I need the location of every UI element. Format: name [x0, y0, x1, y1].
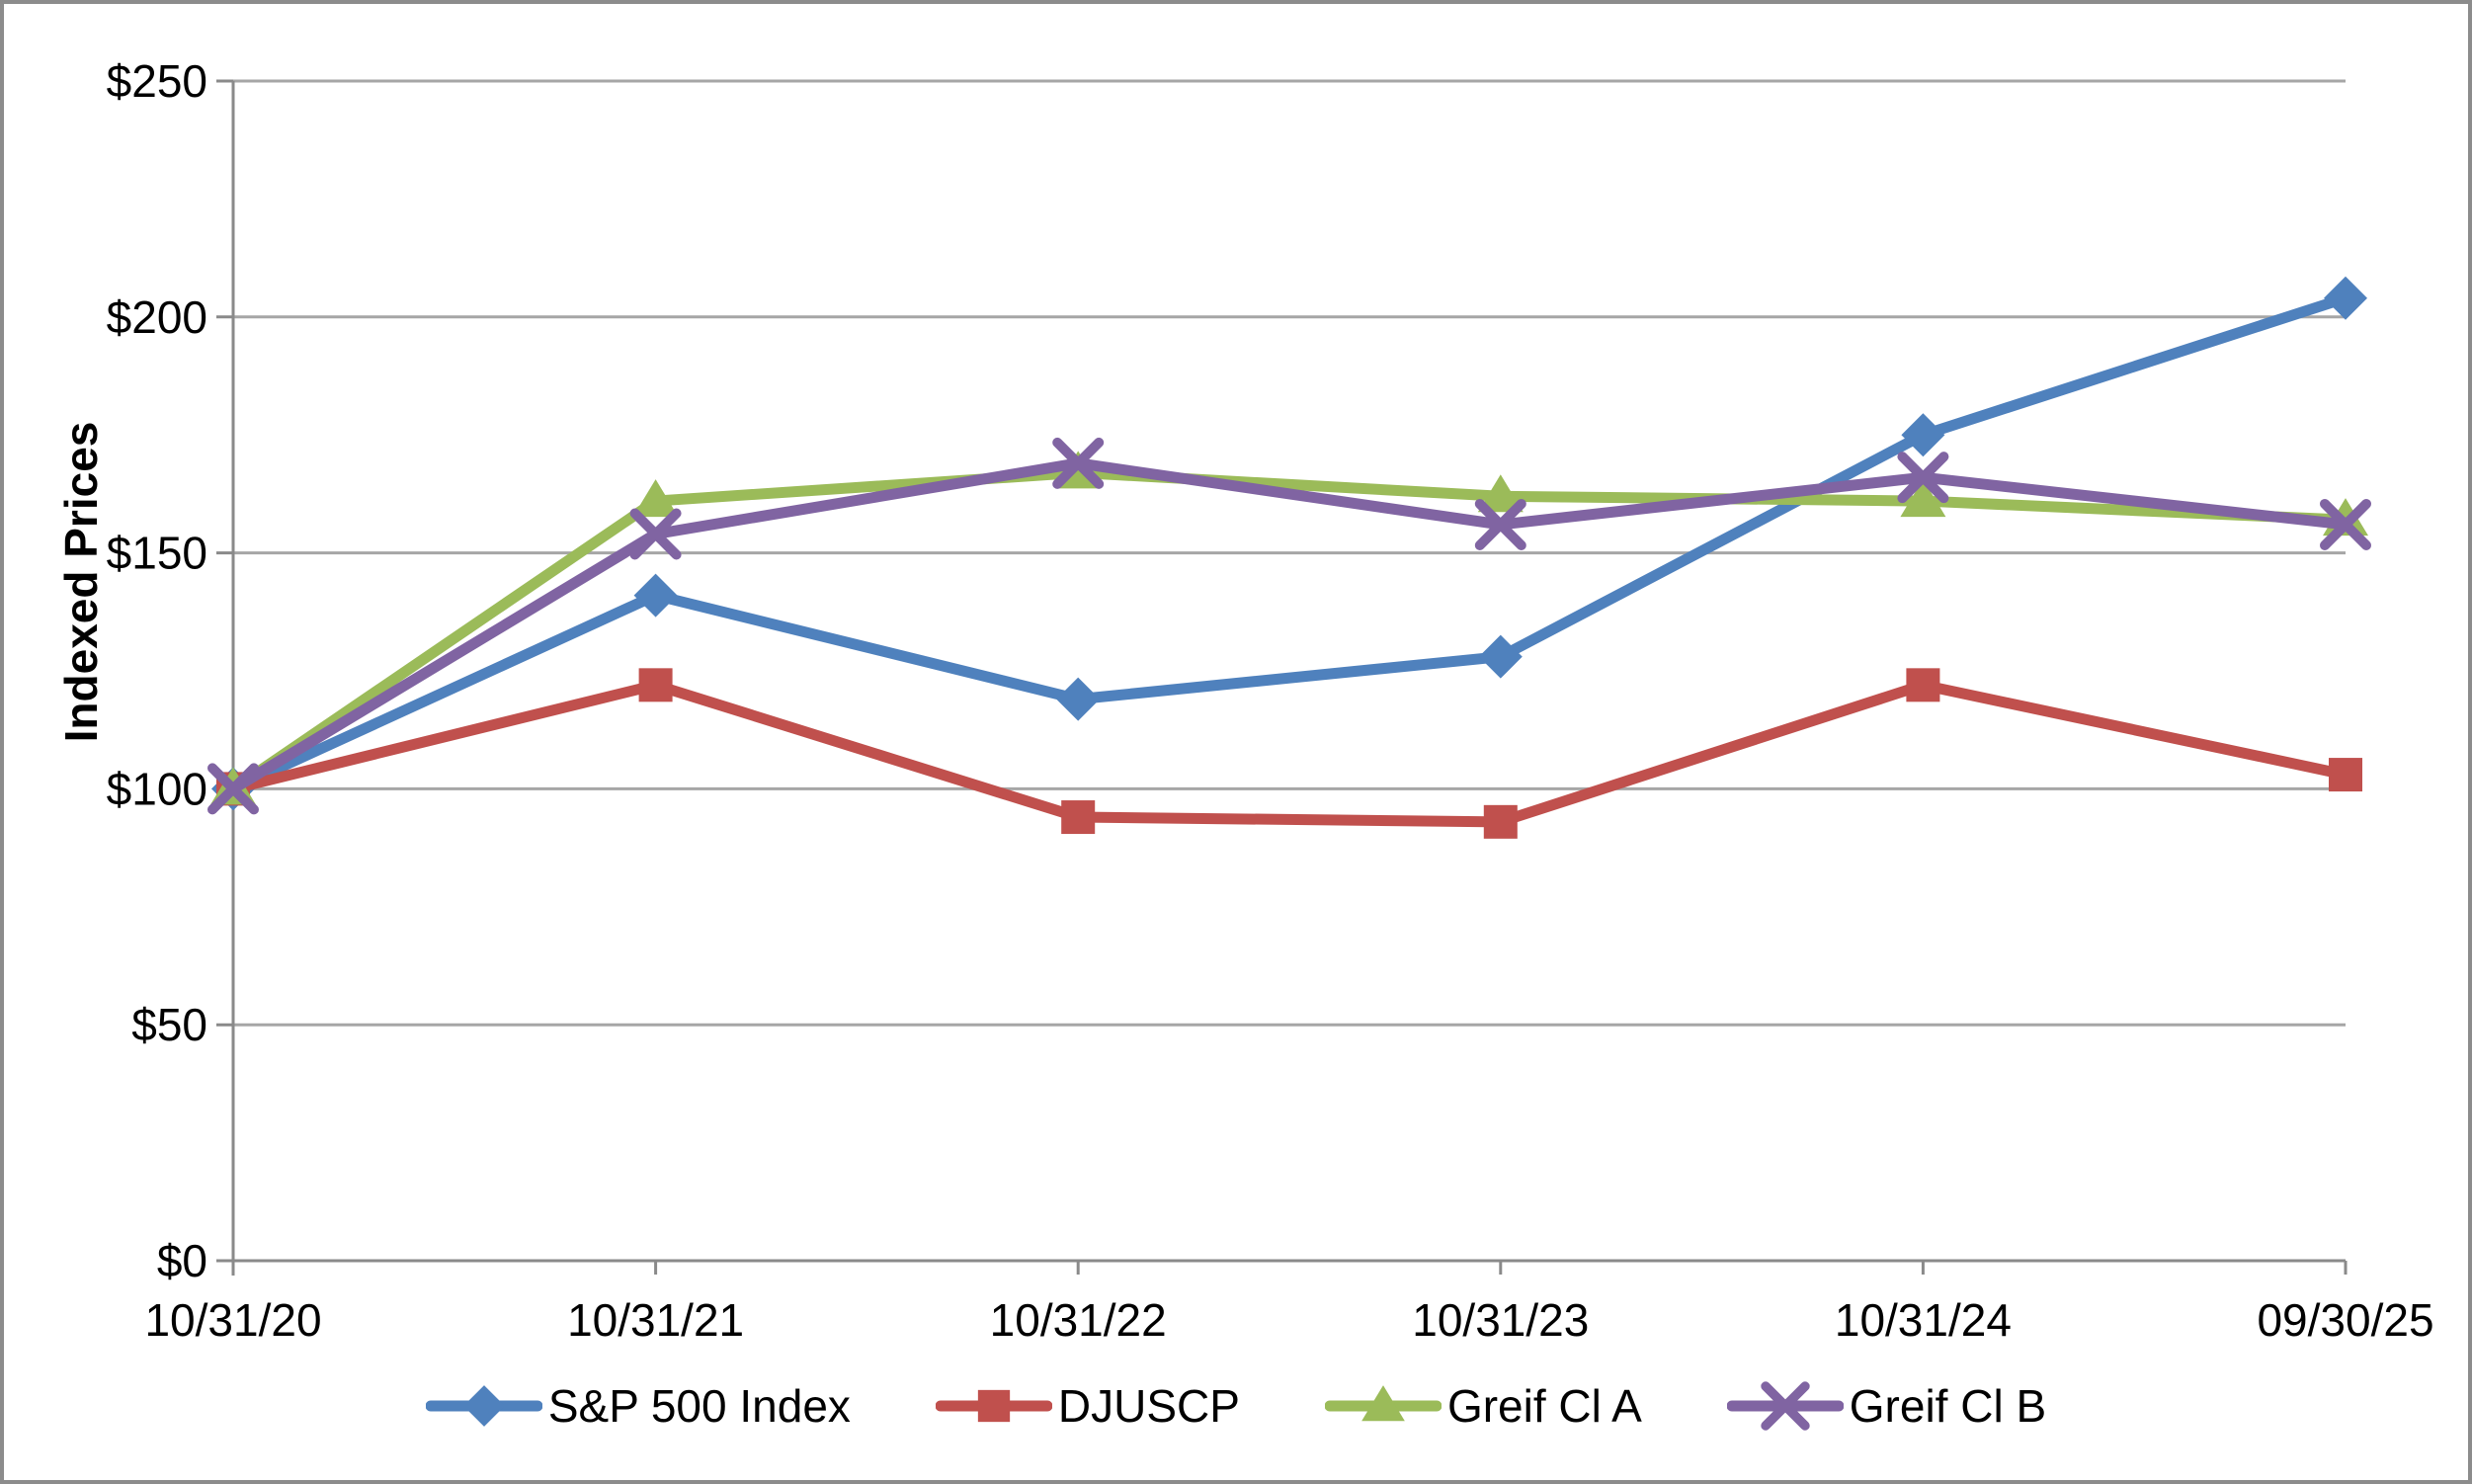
square-marker [638, 668, 673, 702]
square-marker [1483, 804, 1518, 839]
legend-item-s-p-500-index: S&P 500 Index [425, 1379, 851, 1433]
square-legend-swatch-icon [935, 1389, 1052, 1423]
diamond-marker [2324, 276, 2367, 320]
square-marker [2329, 758, 2362, 792]
x-marker [1761, 1381, 1810, 1431]
y-tick-label: $50 [131, 999, 207, 1050]
y-tick-label: $150 [107, 528, 207, 579]
x-marker [207, 763, 259, 815]
legend: S&P 500 Index DJUSCP Greif Cl A Greif Cl B [4, 1379, 2468, 1433]
diamond-legend-swatch-icon [425, 1385, 542, 1427]
y-tick-label: $200 [107, 291, 207, 343]
diamond-marker [1478, 634, 1523, 679]
triangle-legend-swatch-icon [1324, 1385, 1442, 1422]
square-marker [977, 1389, 1011, 1423]
x-marker [1474, 498, 1526, 550]
series-line-DJUSCP [227, 679, 2351, 828]
diamond-marker [462, 1385, 505, 1427]
x-tick-label: 10/31/24 [1835, 1294, 2012, 1346]
legend-item-djuscp: DJUSCP [935, 1379, 1240, 1433]
x-tick-label: 09/30/25 [2257, 1294, 2433, 1346]
legend-item-greif-cl-b: Greif Cl B [1726, 1379, 2047, 1433]
diamond-marker [1901, 413, 1945, 457]
legend-item-greif-cl-a: Greif Cl A [1324, 1379, 1642, 1433]
triangle-marker [1900, 479, 1946, 518]
legend-label: DJUSCP [1057, 1380, 1240, 1432]
x-marker [1052, 437, 1105, 489]
series-line-S&P 500 Index [227, 292, 2351, 794]
x-tick-label: 10/31/22 [990, 1294, 1167, 1346]
x-marker [629, 508, 682, 560]
x-tick-label: 10/31/20 [144, 1294, 321, 1346]
triangle-marker [1477, 474, 1524, 513]
x-tick-label: 10/31/21 [567, 1294, 744, 1346]
y-tick-label: $100 [107, 763, 207, 814]
series-line-Greif Cl B [227, 457, 2351, 794]
triangle-marker [1361, 1385, 1405, 1422]
legend-label: S&P 500 Index [547, 1380, 851, 1432]
square-marker [1906, 668, 1940, 702]
series-line-Greif Cl A [227, 466, 2351, 794]
legend-label: Greif Cl B [1849, 1380, 2047, 1432]
legend-label: Greif Cl A [1446, 1380, 1642, 1432]
triangle-marker [632, 479, 679, 518]
x-tick-label: 10/31/23 [1412, 1294, 1589, 1346]
x-marker [2320, 498, 2371, 550]
diamond-marker [633, 573, 678, 618]
line-chart-plot: $0 $50 $100 $150 $200 $250 10/31/20 10/31/21 10/… [107, 55, 2434, 1346]
y-tick-label: $250 [107, 55, 207, 107]
diamond-marker [1056, 677, 1101, 721]
x-legend-swatch-icon [1726, 1381, 1844, 1431]
square-marker [1061, 800, 1096, 835]
y-tick-label: $0 [157, 1235, 207, 1286]
x-marker [1897, 452, 1949, 504]
